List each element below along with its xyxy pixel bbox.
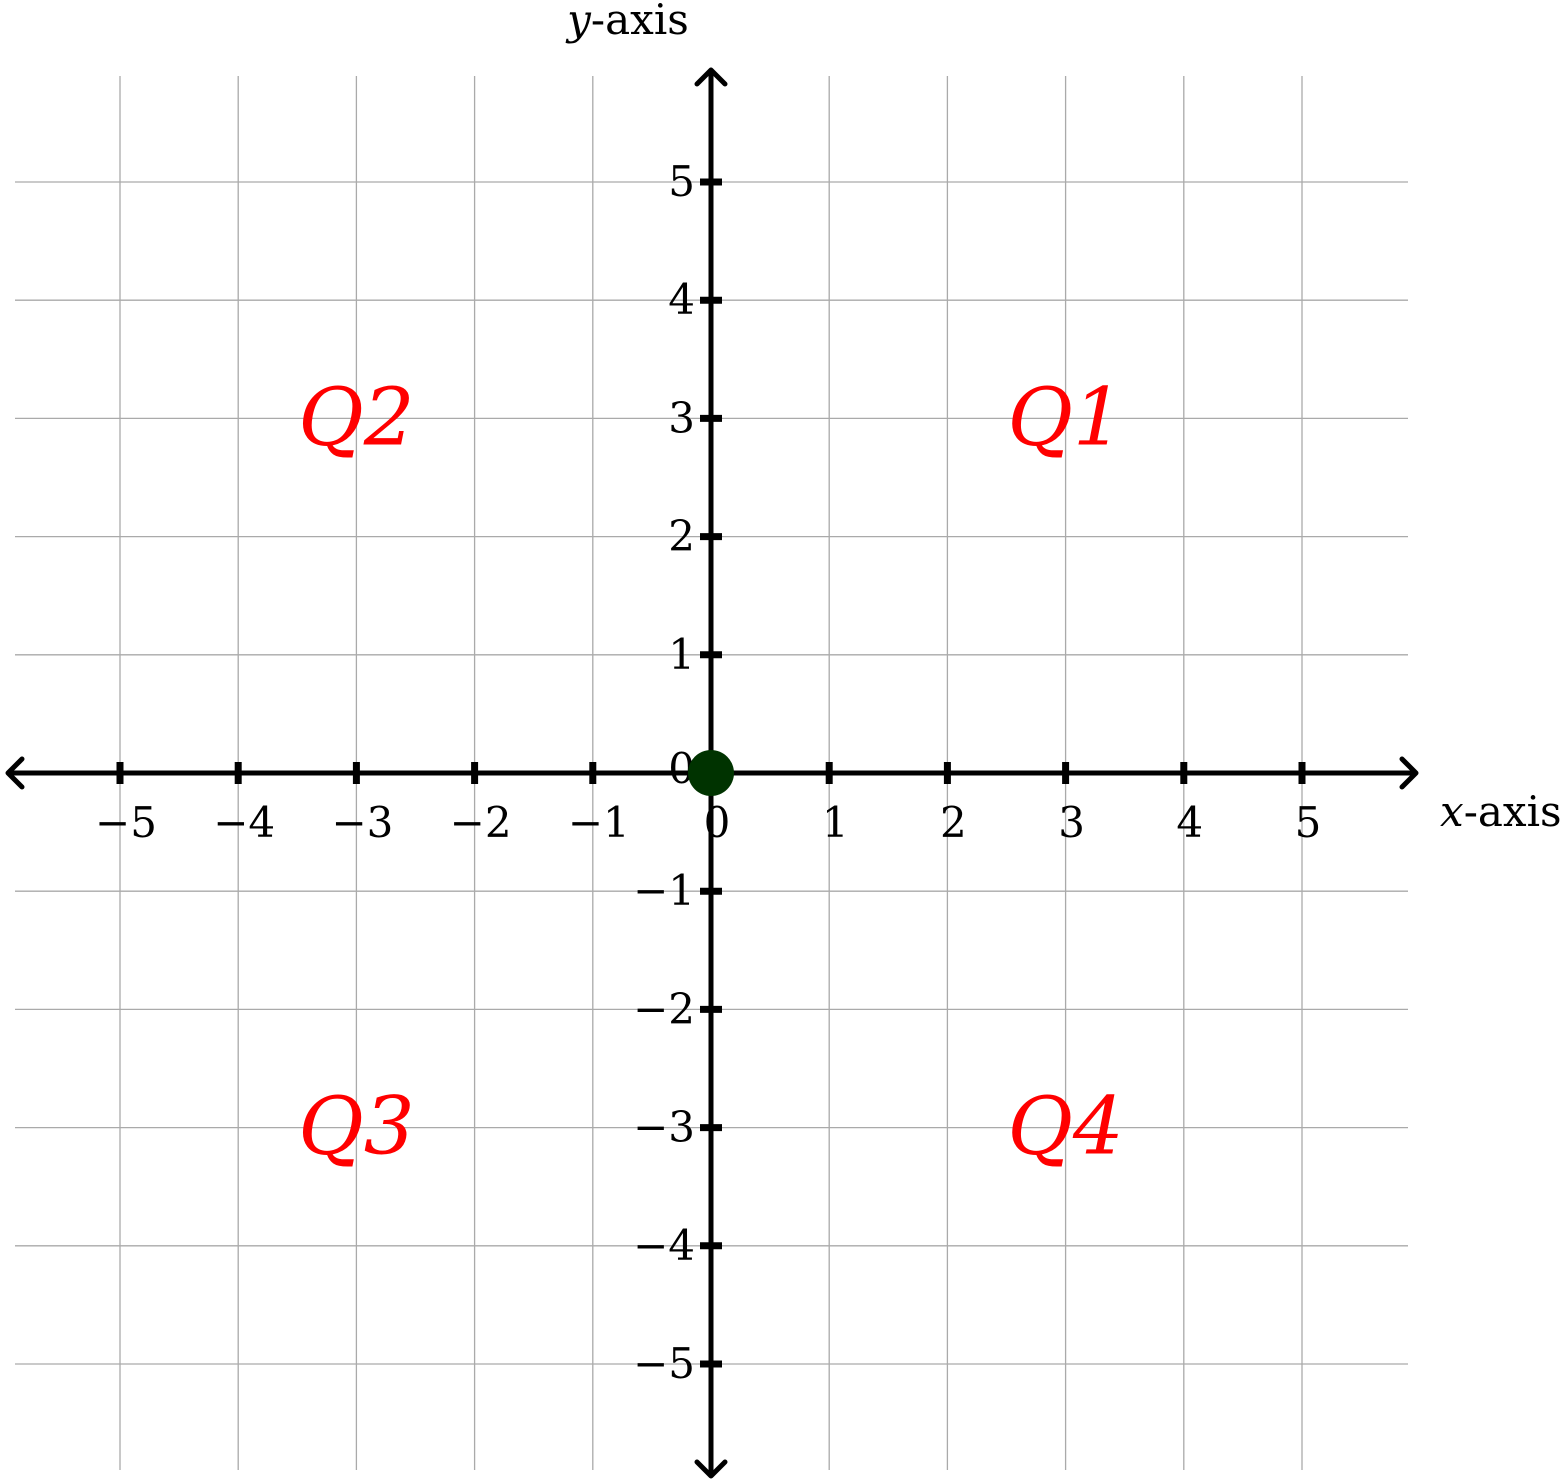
x-tick-label: −4 <box>213 798 275 847</box>
y-tick-label: −5 <box>633 1339 695 1388</box>
y-tick-label: 5 <box>668 157 695 206</box>
y-tick-label: 3 <box>668 393 695 442</box>
quadrant-label-q2: Q2 <box>298 370 414 463</box>
quadrant-label-q4: Q4 <box>1007 1080 1123 1173</box>
y-tick-label: 1 <box>668 630 695 679</box>
y-tick-label: −2 <box>633 984 695 1033</box>
y-tick-label: 4 <box>668 275 695 324</box>
x-axis-var: x <box>1440 787 1464 836</box>
x-tick-label: 1 <box>822 798 849 847</box>
ticks <box>116 178 1306 1368</box>
x-tick-label: −2 <box>450 798 512 847</box>
x-axis-arrow-left <box>5 756 25 790</box>
origin-point <box>688 750 734 796</box>
y-axis-arrow-up <box>694 67 728 87</box>
y-axis-var: y <box>565 0 592 44</box>
x-tick-label: −3 <box>331 798 393 847</box>
quadrant-label-q1: Q1 <box>1007 370 1123 463</box>
x-tick-label: 2 <box>940 798 967 847</box>
quadrant-labels: Q1 Q2 Q3 Q4 <box>298 370 1124 1172</box>
y-axis-arrow-down <box>694 1459 728 1479</box>
y-tick-label: −4 <box>633 1221 695 1270</box>
x-tick-label: 4 <box>1176 798 1203 847</box>
x-axis-suffix: -axis <box>1464 787 1562 836</box>
y-tick-label: 2 <box>668 512 695 561</box>
y-axis-title: y-axis <box>565 0 689 44</box>
y-axis-suffix: -axis <box>591 0 689 44</box>
x-axis-title: x-axis <box>1440 787 1562 836</box>
quadrant-label-q3: Q3 <box>298 1080 414 1173</box>
points <box>688 750 734 796</box>
x-axis-arrow-right <box>1399 756 1419 790</box>
y-tick-label: −1 <box>633 866 695 915</box>
x-tick-label: 0 <box>704 798 731 847</box>
x-tick-label: −1 <box>568 798 630 847</box>
x-tick-label: 5 <box>1295 798 1322 847</box>
x-tick-label: 3 <box>1058 798 1085 847</box>
x-tick-label: −5 <box>95 798 157 847</box>
y-tick-label: −3 <box>633 1103 695 1152</box>
